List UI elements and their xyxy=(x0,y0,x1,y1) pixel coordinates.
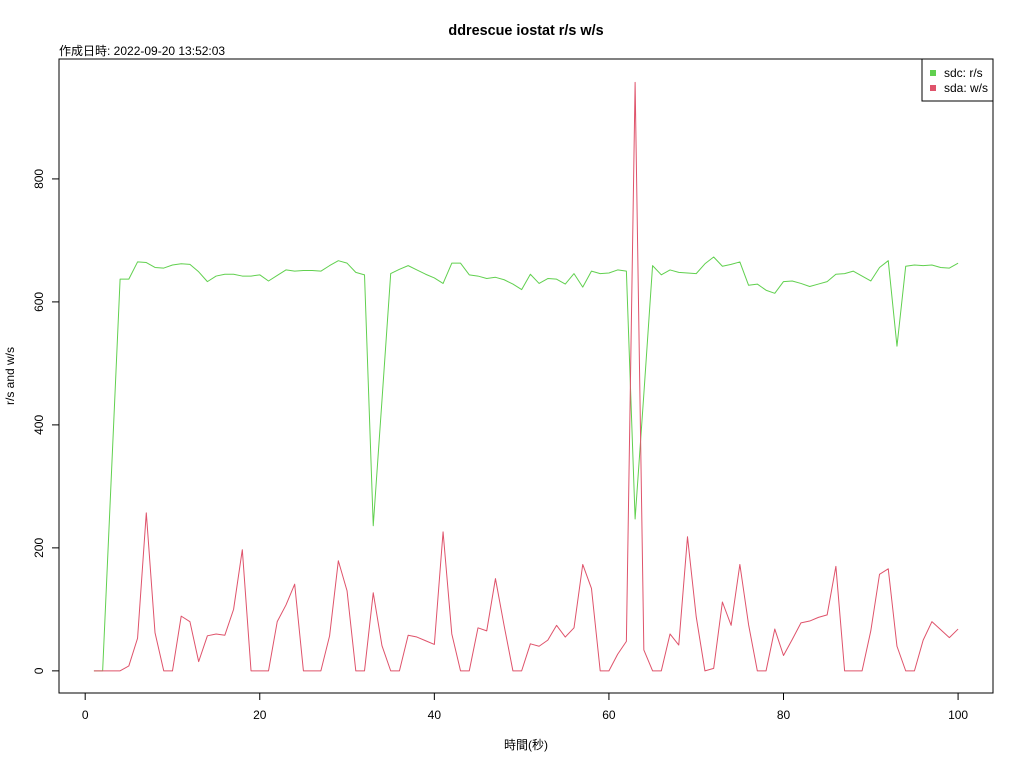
y-tick-label: 600 xyxy=(32,292,46,312)
x-tick-label: 20 xyxy=(253,708,267,722)
x-tick-label: 60 xyxy=(602,708,616,722)
legend-box xyxy=(921,58,994,102)
series-layer xyxy=(93,81,959,672)
legend-label-sda-w-s: sda: w/s xyxy=(944,81,988,95)
x-axis-label: 時間(秒) xyxy=(504,738,548,752)
legend-label-sdc-r-s: sdc: r/s xyxy=(944,66,983,80)
y-tick-label: 800 xyxy=(32,169,46,189)
legend-swatch-sdc-r-s xyxy=(930,70,936,76)
series-line-sdc-r-s xyxy=(93,256,959,672)
y-axis: 0 200 400 600 800 xyxy=(32,169,59,674)
x-axis: 0 20 40 60 80 100 xyxy=(82,693,968,722)
y-tick-label: 400 xyxy=(32,415,46,435)
chart-subtitle: 作成日時: 2022-09-20 13:52:03 xyxy=(59,44,225,58)
series-line-sda-w-s xyxy=(93,81,959,672)
legend-swatch-sda-w-s xyxy=(930,85,936,91)
y-axis-label: r/s and w/s xyxy=(3,347,17,405)
x-tick-label: 0 xyxy=(82,708,89,722)
y-tick-label: 0 xyxy=(32,667,46,674)
x-tick-label: 40 xyxy=(428,708,442,722)
y-tick-label: 200 xyxy=(32,538,46,558)
plot-frame xyxy=(58,58,994,694)
x-tick-label: 100 xyxy=(948,708,968,722)
x-tick-label: 80 xyxy=(777,708,791,722)
chart-title: ddrescue iostat r/s w/s xyxy=(448,23,603,39)
